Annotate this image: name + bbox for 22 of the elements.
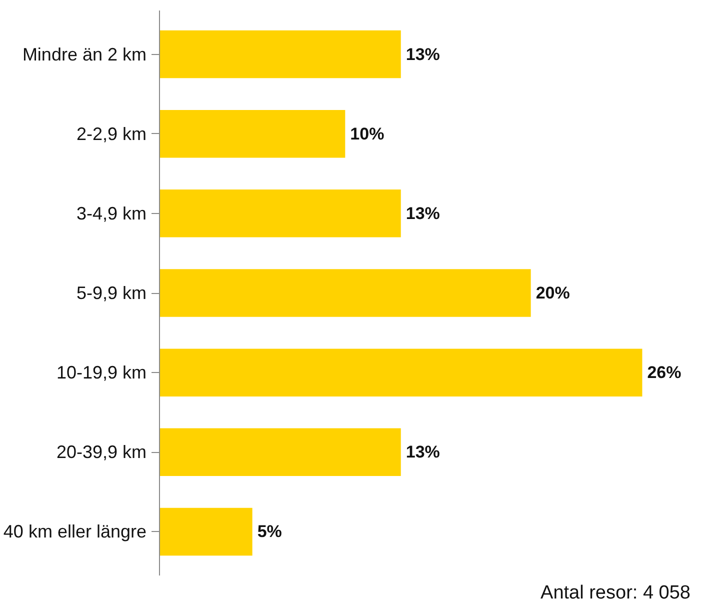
data-label: 13% xyxy=(406,442,440,462)
y-tick-label: 40 km eller längre xyxy=(3,522,147,542)
bar xyxy=(160,30,401,78)
data-label: 20% xyxy=(536,284,570,302)
text: Antal resor: 4 058 xyxy=(540,582,691,604)
data-label: 10% xyxy=(350,124,384,144)
data-label: 13% xyxy=(406,204,440,223)
data-label: 5% xyxy=(257,522,282,542)
y-tick-label: 20-39,9 km xyxy=(56,442,147,462)
bar xyxy=(160,110,346,158)
bar xyxy=(160,269,531,317)
data-label: 26% xyxy=(647,363,682,382)
data-label: 13% xyxy=(406,44,440,64)
bar xyxy=(160,428,401,476)
y-tick-label: 2-2,9 km xyxy=(76,124,147,144)
y-tick-label: 10-19,9 km xyxy=(56,362,147,383)
y-tick-label: Mindre än 2 km xyxy=(22,44,147,64)
y-tick-label: 5-9,9 km xyxy=(76,283,147,303)
bar xyxy=(160,508,252,556)
y-tick-label: 3-4,9 km xyxy=(76,203,147,224)
bar xyxy=(160,348,642,396)
bar xyxy=(160,190,401,238)
